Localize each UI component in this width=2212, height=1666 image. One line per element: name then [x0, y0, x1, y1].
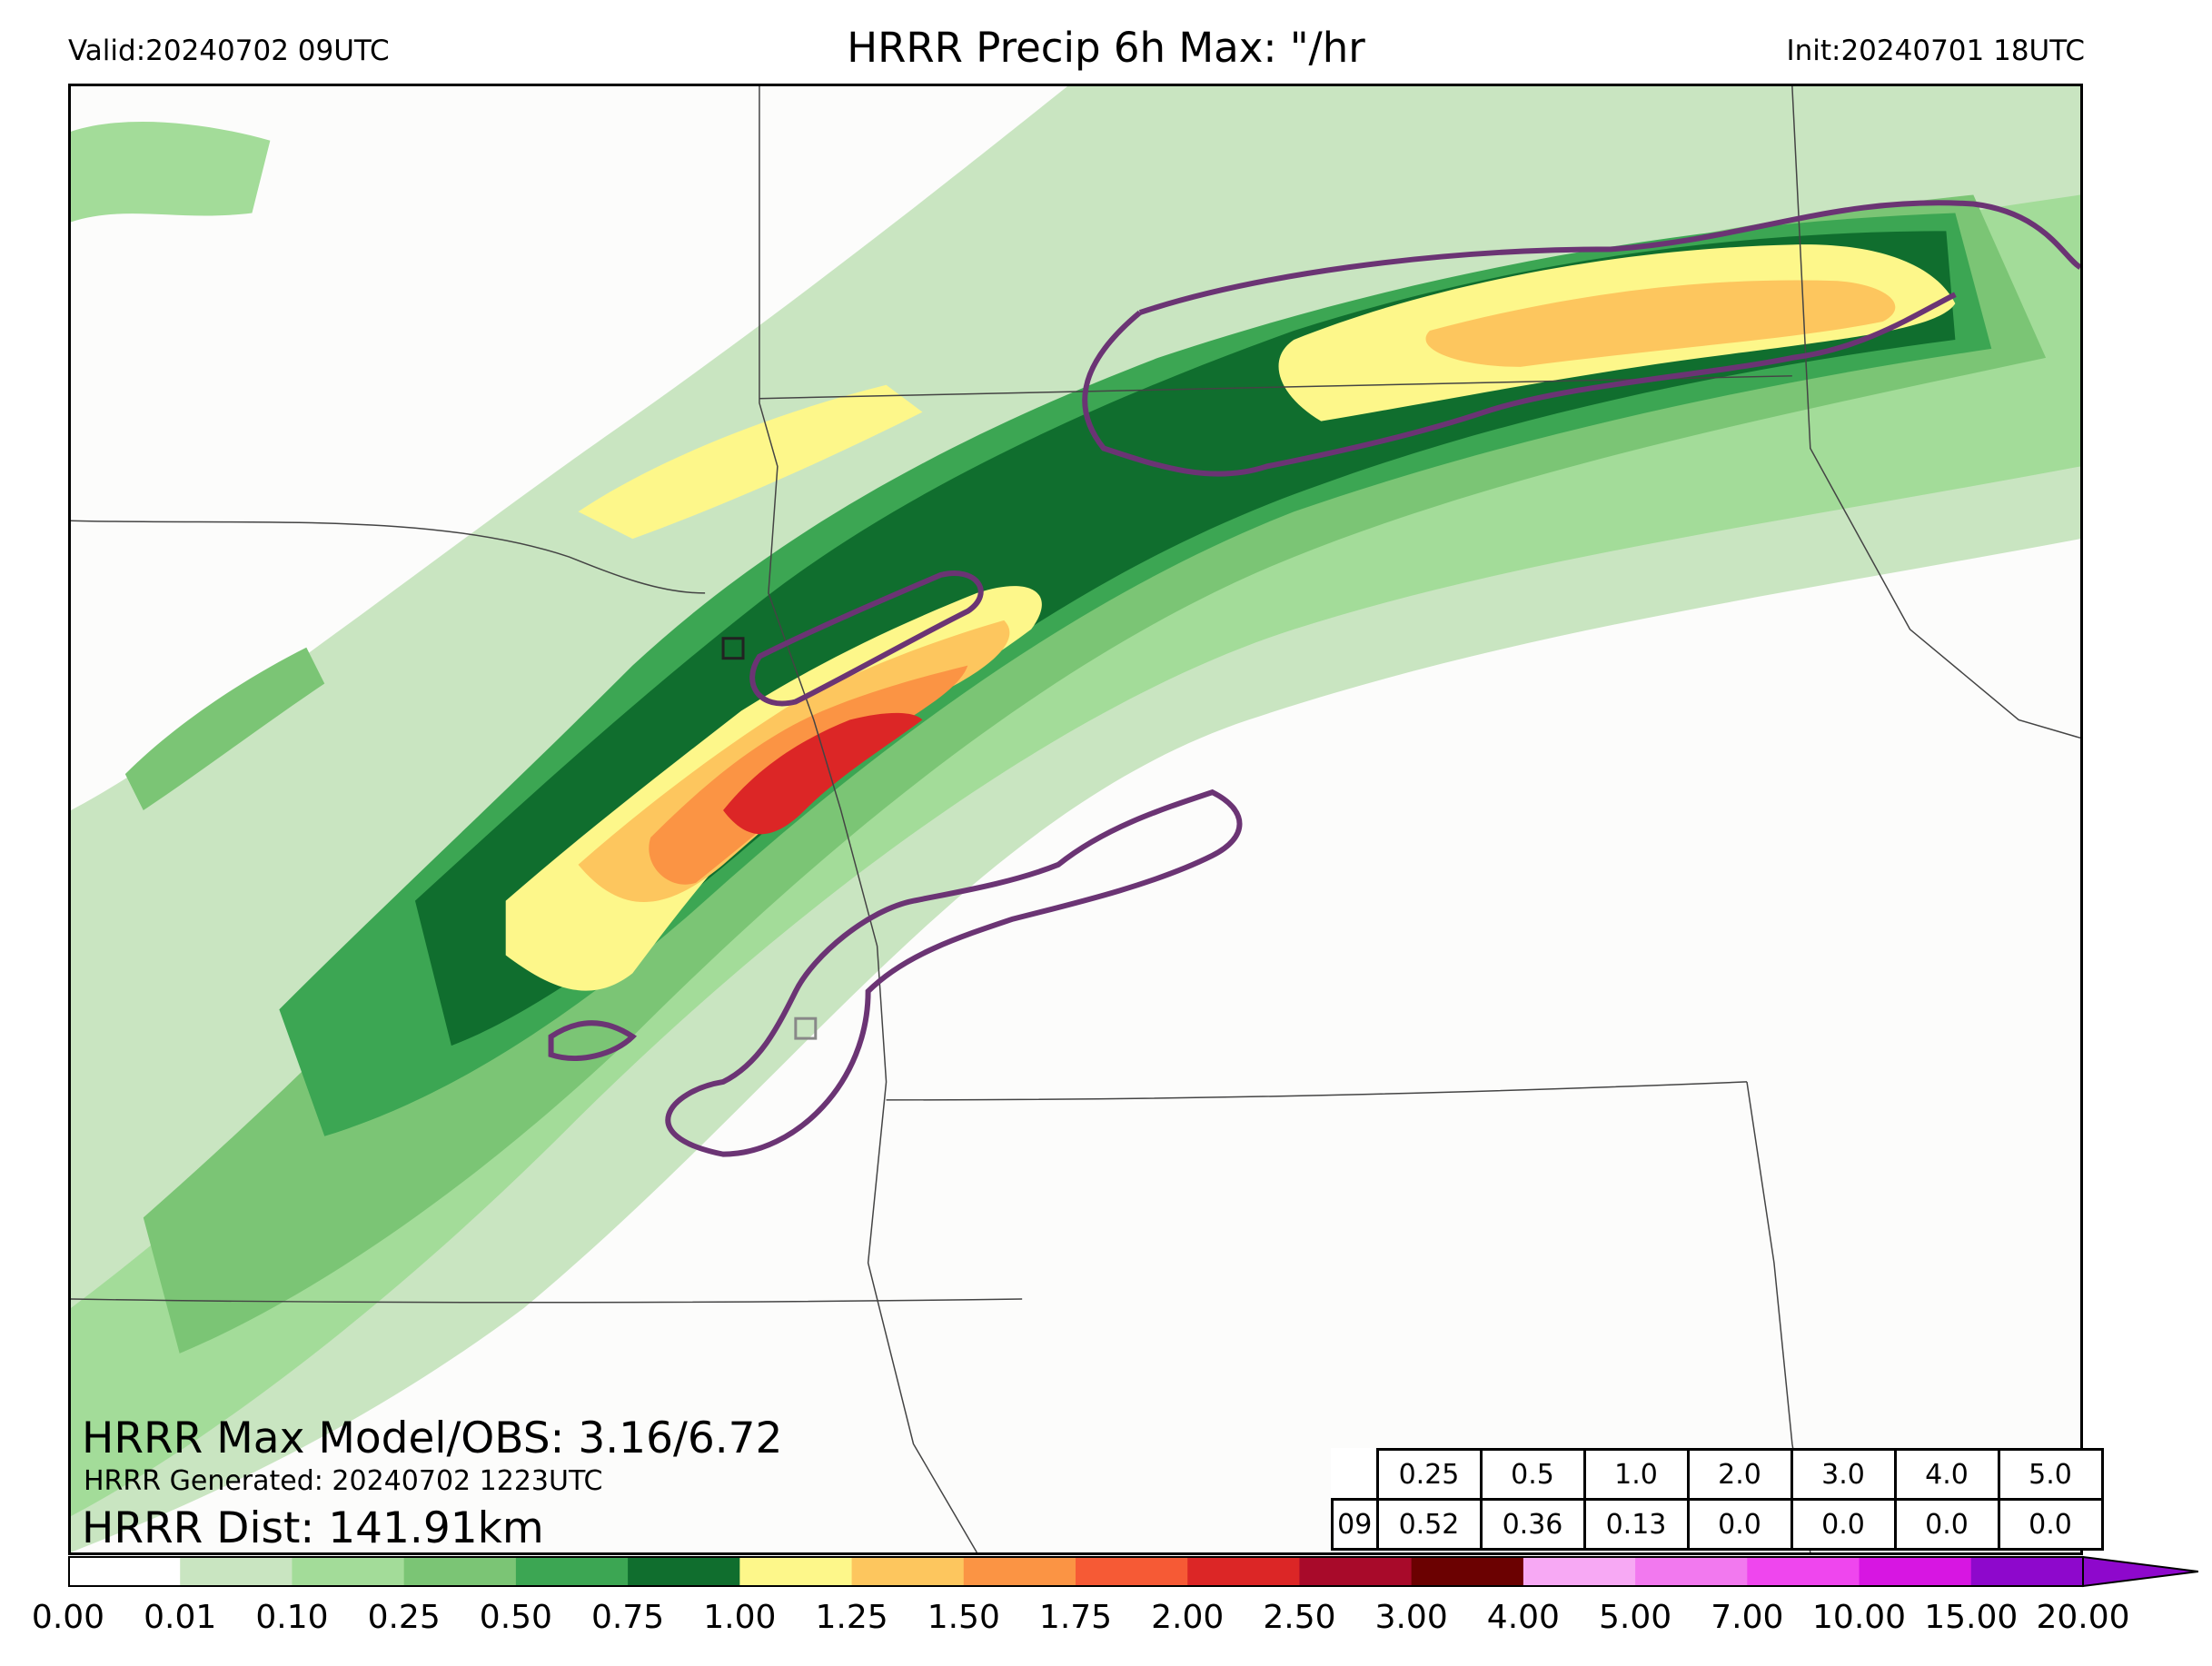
- colorbar-tick-label: 2.00: [1151, 1599, 1225, 1636]
- threshold-value-row: 09 0.52 0.36 0.13 0.0 0.0 0.0 0.0: [1331, 1498, 2104, 1551]
- obs-marker-max: [721, 637, 745, 660]
- threshold-header-cell: 0.25: [1375, 1448, 1483, 1501]
- hour-label-cell: 09: [1331, 1498, 1379, 1551]
- border-line-1: [71, 520, 706, 594]
- max-model-obs-label: HRRR Max Model/OBS: 3.16/6.72: [82, 1413, 783, 1463]
- threshold-value-cell: 0.13: [1582, 1498, 1690, 1551]
- colorbar-tick-label: 0.00: [31, 1599, 105, 1636]
- valid-time-label: Valid:20240702 09UTC: [68, 35, 390, 67]
- colorbar-segment: [1523, 1557, 1636, 1586]
- border-line-4: [886, 1081, 1748, 1101]
- colorbar-segment: [628, 1557, 740, 1586]
- generated-time-label: HRRR Generated: 20240702 1223UTC: [84, 1465, 603, 1497]
- colorbar-segment: [1187, 1557, 1300, 1586]
- colorbar-segment: [963, 1557, 1076, 1586]
- colorbar-segment: [1635, 1557, 1748, 1586]
- threshold-header-cell: 2.0: [1686, 1448, 1793, 1501]
- threshold-header-cell: 3.0: [1790, 1448, 1897, 1501]
- colorbar-outline: [68, 1556, 2084, 1587]
- heavy-core-north-2: [1425, 280, 1896, 367]
- colorbar-segment: [1859, 1557, 1972, 1586]
- threshold-header-cell: 1.0: [1582, 1448, 1690, 1501]
- colorbar-segment: [292, 1557, 405, 1586]
- colorbar: [68, 1555, 2198, 1588]
- obs-contour-west: [548, 1020, 638, 1061]
- precip-map[interactable]: [68, 84, 2083, 1555]
- obs-marker-station: [794, 1016, 818, 1040]
- threshold-header-cell: 4.0: [1893, 1448, 2000, 1501]
- colorbar-segment: [180, 1557, 293, 1586]
- colorbar-tick-label: 7.00: [1711, 1599, 1784, 1636]
- threshold-value-cell: 0.0: [1686, 1498, 1793, 1551]
- precip-band-050: [71, 121, 271, 223]
- heavy-core-mid: [578, 384, 923, 540]
- colorbar-tick-label: 15.00: [1924, 1599, 2019, 1636]
- precip-band-025: [71, 194, 2080, 1517]
- threshold-stats-table: 0.25 0.5 1.0 2.0 3.0 4.0 5.0 09 0.52 0.3…: [1331, 1448, 2104, 1551]
- colorbar-tick-label: 5.00: [1599, 1599, 1672, 1636]
- colorbar-tick-label: 0.50: [479, 1599, 552, 1636]
- map-title: HRRR Precip 6h Max: "/hr: [847, 24, 1365, 72]
- border-line-6: [1791, 86, 2080, 739]
- colorbar-segment: [1411, 1557, 1524, 1586]
- colorbar-tick-label: 20.00: [2036, 1599, 2130, 1636]
- colorbar-segment: [515, 1557, 629, 1586]
- obs-contour-north: [1138, 200, 2080, 315]
- precip-heavy-field: [505, 244, 1956, 991]
- colorbar-segment: [851, 1557, 965, 1586]
- obs-contour-south: [665, 788, 1243, 1157]
- precip-map-canvas: [71, 86, 2080, 1552]
- threshold-value-cell: 0.0: [1790, 1498, 1897, 1551]
- colorbar-extend-arrow: [2082, 1555, 2198, 1588]
- threshold-header-cell: 0.5: [1479, 1448, 1586, 1501]
- colorbar-segment: [1299, 1557, 1413, 1586]
- threshold-value-cell: 0.52: [1375, 1498, 1483, 1551]
- threshold-header-row: 0.25 0.5 1.0 2.0 3.0 4.0 5.0: [1333, 1448, 2104, 1501]
- obs-contours: [548, 200, 2080, 1157]
- threshold-value-cell: 0.0: [1997, 1498, 2104, 1551]
- colorbar-tick-label: 3.00: [1374, 1599, 1448, 1636]
- colorbar-tick-label: 1.50: [927, 1599, 1000, 1636]
- colorbar-tick-label: 10.00: [1812, 1599, 1907, 1636]
- colorbar-tick-label: 4.00: [1486, 1599, 1560, 1636]
- colorbar-segment: [739, 1557, 853, 1586]
- border-line-2: [759, 86, 977, 1552]
- colorbar-tick-label: 1.75: [1038, 1599, 1113, 1636]
- colorbar-tick-label: 2.50: [1263, 1599, 1336, 1636]
- colorbar-segment: [1076, 1557, 1188, 1586]
- colorbar-tick-label: 0.01: [144, 1599, 217, 1636]
- colorbar-tick-label: 1.25: [815, 1599, 888, 1636]
- threshold-header-cell: 5.0: [1997, 1448, 2104, 1501]
- threshold-value-cell: 0.0: [1893, 1498, 2000, 1551]
- table-corner: [1333, 1450, 1378, 1500]
- obs-contour-north-2: [1082, 292, 1957, 477]
- threshold-value-cell: 0.36: [1479, 1498, 1586, 1551]
- colorbar-segment: [68, 1557, 181, 1586]
- colorbar-segment: [403, 1557, 517, 1586]
- colorbar-tick-label: 0.10: [255, 1599, 329, 1636]
- border-line-5: [71, 1298, 1023, 1304]
- init-time-label: Init:20240701 18UTC: [1786, 35, 2085, 67]
- colorbar-tick-label: 1.00: [703, 1599, 777, 1636]
- obs-contour-mid: [749, 570, 984, 707]
- heavy-core-sw-4: [723, 712, 923, 835]
- colorbar-segment: [1970, 1557, 2084, 1586]
- colorbar-tick-label: 0.25: [367, 1599, 441, 1636]
- distance-label: HRRR Dist: 141.91km: [82, 1503, 544, 1553]
- colorbar-tick-label: 0.75: [591, 1599, 665, 1636]
- precip-band-050b: [124, 647, 325, 811]
- colorbar-segment: [1747, 1557, 1860, 1586]
